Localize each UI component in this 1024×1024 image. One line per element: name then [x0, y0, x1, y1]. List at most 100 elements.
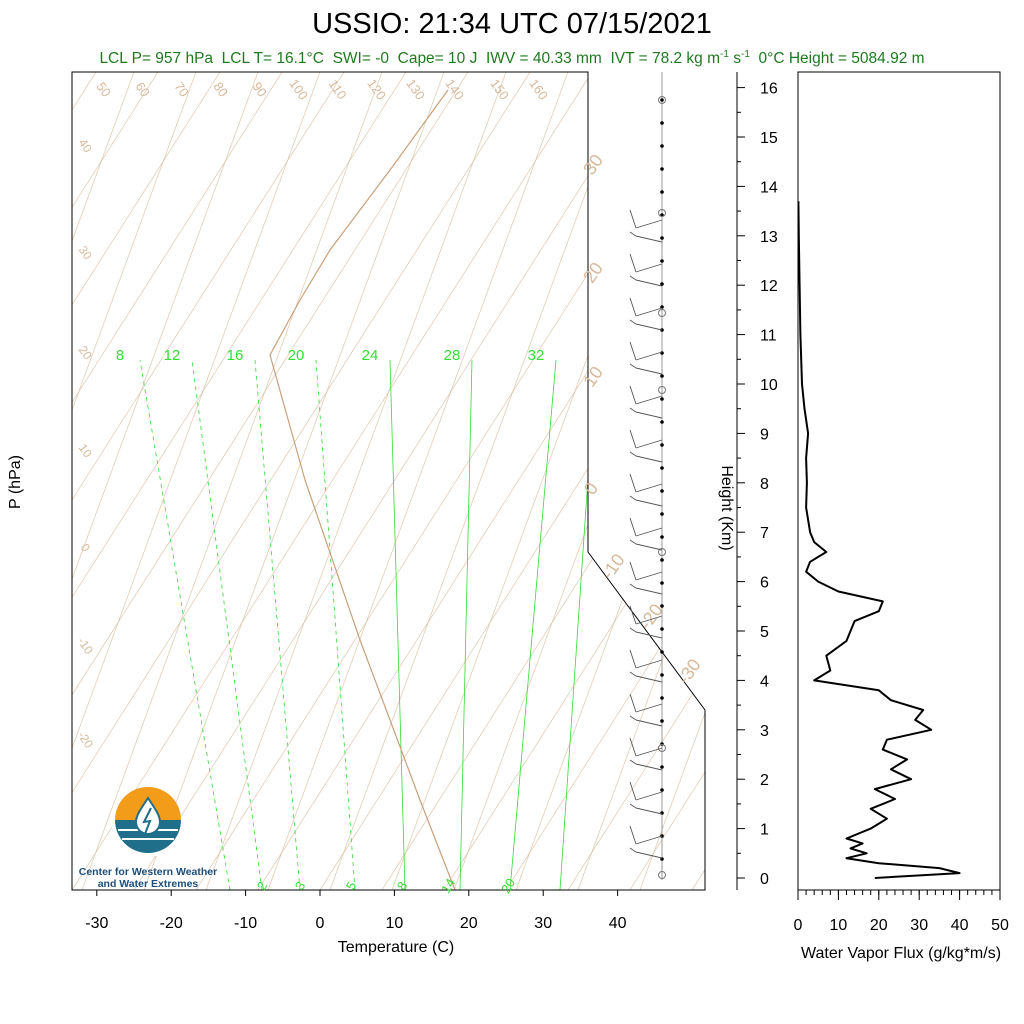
mixing-ratio-label: 2 [254, 879, 271, 893]
dry-adiabat-line [72, 72, 283, 890]
wind-barb [635, 455, 663, 463]
dry-adiabat-line [443, 72, 705, 890]
wind-barb-dot [660, 627, 664, 631]
skew-t-axes: 1001502002503004005007008501000-30-20-10… [85, 890, 627, 932]
wind-barb-dot [660, 98, 664, 102]
mixing-ratio-label: 20 [288, 347, 305, 364]
flux-tick-label: 10 [830, 917, 848, 934]
height-tick-label: 14 [760, 179, 778, 196]
dry-adiabat-line [816, 72, 1024, 890]
wind-barb-flag [629, 363, 637, 369]
logo-text: Center for Western Weather and Water Ext… [78, 866, 218, 890]
logo-water-icon [115, 820, 181, 853]
moist-adiabat-line [205, 72, 507, 890]
temperature-tick-label: 20 [460, 915, 478, 932]
mixing-ratio-label: 32 [528, 347, 545, 364]
moist-adiabat-line [267, 72, 569, 890]
isotherm-label: 100 [286, 76, 311, 102]
mixing-ratio-line [459, 359, 473, 890]
wind-barb-flag [629, 693, 637, 713]
moist-adiabat-line [577, 72, 705, 890]
mixing-ratio-line [389, 359, 406, 890]
wind-barb-dot [660, 213, 664, 217]
mixing-ratio-label: 24 [362, 347, 379, 364]
wind-barb-flag [629, 539, 637, 545]
height-tick-label: 12 [760, 278, 778, 295]
wind-barb-flag [629, 803, 637, 809]
wind-barb [635, 851, 663, 859]
wind-barbs [629, 96, 666, 879]
flux-tick-label: 30 [910, 917, 928, 934]
isotherm-label: -30 [673, 655, 704, 688]
height-tick-label: 0 [760, 871, 769, 888]
wind-barb-dot [660, 121, 664, 125]
flux-tick-label: 50 [991, 917, 1009, 934]
isotherm-label: 160 [526, 76, 551, 102]
dry-adiabat-line [72, 72, 345, 890]
wind-barb-dot [660, 466, 664, 470]
isotherm-label: -10 [75, 635, 97, 658]
height-tick-label: 13 [760, 229, 778, 246]
wind-barb-flag [629, 385, 637, 405]
isotherm-label: 60 [132, 79, 153, 99]
lcl-temperature: LCL T= 16.1°C [221, 50, 324, 68]
dry-adiabat-line [72, 72, 407, 890]
mixing-ratio-label: 20 [498, 876, 518, 896]
temperature-axis-title: Temperature (C) [338, 939, 454, 956]
wind-barb [635, 615, 663, 625]
wind-barb-flag [629, 253, 637, 273]
wind-barb-flag [629, 319, 637, 325]
moist-adiabat-line [391, 72, 693, 890]
dry-adiabat-line [72, 72, 469, 890]
height-tick-label: 7 [760, 525, 769, 542]
height-tick-label: 9 [760, 426, 769, 443]
wind-barb-flag [629, 649, 637, 669]
flux-axis-title: Water Vapor Flux (g/kg*m/s) [801, 945, 1001, 962]
calm-wind-circle [658, 309, 666, 317]
wind-barb [635, 307, 663, 317]
cw3e-logo [112, 787, 184, 856]
height-tick-label: 10 [760, 377, 778, 394]
isotherm-label: 30 [579, 151, 607, 179]
wind-barb-dot [660, 673, 664, 677]
wind-barb [635, 235, 663, 243]
mixing-ratio-label: 28 [444, 347, 461, 364]
wind-barb-flag [629, 737, 637, 757]
wind-barb-flag [629, 517, 637, 537]
ivt-value: IVT = 78.2 kg m-1 s-1 [610, 49, 750, 68]
skew-t-grid [72, 72, 1024, 890]
dry-adiabat-line [72, 72, 593, 890]
temperature-tick-label: -20 [160, 915, 183, 932]
wind-barb-dot [660, 351, 664, 355]
logo-bolt-icon [142, 807, 152, 835]
wind-barb-dot [660, 259, 664, 263]
wind-barb [635, 807, 663, 815]
wind-barb-dot [660, 696, 664, 700]
isotherm-label: 130 [403, 76, 428, 102]
wind-barb-dot [660, 535, 664, 539]
pressure-axis-title: P (hPa) [7, 455, 24, 509]
isotherm-label: 10 [579, 363, 607, 391]
wind-barb [635, 571, 663, 581]
wind-barb [635, 527, 663, 537]
temperature-tick-label: 30 [534, 915, 552, 932]
height-tick-label: 1 [760, 822, 769, 839]
wind-barb-flag [629, 671, 637, 677]
isotherm-label: 10 [76, 441, 95, 460]
isotherm-label: 0 [580, 479, 602, 499]
moist-adiabat-line [143, 72, 445, 890]
dry-adiabat-line [195, 72, 705, 890]
wind-barb-dot [660, 144, 664, 148]
height-axis-title: Height (Km) [718, 465, 735, 550]
mixing-ratio-line [509, 359, 557, 890]
height-tick-label: 5 [760, 624, 769, 641]
wind-barb-flag [629, 231, 637, 237]
isotherm-label: 140 [442, 76, 467, 102]
mixing-ratio-line [191, 359, 263, 890]
wind-barb [635, 219, 663, 229]
wind-barb-flag [629, 209, 637, 229]
height-tick-label: 2 [760, 772, 769, 789]
wind-barb [635, 791, 663, 801]
temperature-tick-label: -30 [85, 915, 108, 932]
